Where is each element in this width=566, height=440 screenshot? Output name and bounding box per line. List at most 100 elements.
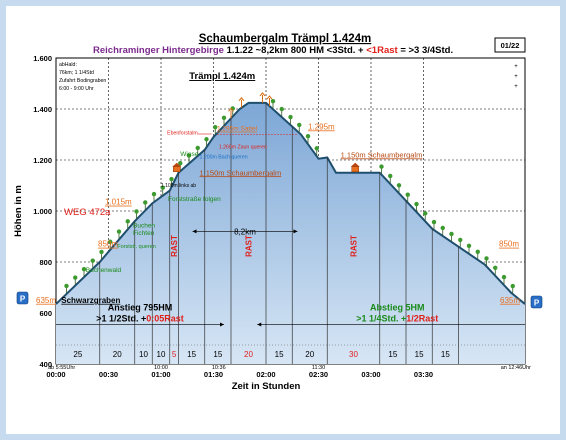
elevation-profile-chart: 400 600 800 1.000 1.200 1.400 1.600 00:00 00:30 0… [13, 33, 543, 392]
vegetation-label-fichten: Fichten [133, 230, 155, 237]
tree-crown [81, 266, 87, 272]
tree-crown [510, 283, 515, 289]
tree-crown [143, 200, 148, 205]
flag-top [228, 107, 234, 112]
x-tick-label: 01:30 [204, 370, 223, 379]
plus-marker: + [514, 84, 518, 90]
tree-crown [90, 258, 95, 263]
note-zaun-queren: 1.260m Zaun queren [219, 145, 267, 151]
y-tick-label: 1.600 [33, 54, 52, 63]
segment-duration-label: 10 [139, 350, 148, 359]
segment-duration-label: 15 [187, 350, 196, 359]
hut-icon [351, 166, 359, 172]
note-forststrasse-folgen: Forststraße folgen [168, 196, 221, 203]
anstieg-arrow [220, 322, 224, 327]
segment-duration-label: 15 [441, 350, 450, 359]
tree-crown [221, 115, 227, 121]
parking-icon [530, 295, 543, 309]
hut-icon-roof [172, 162, 182, 167]
segment-duration-label: 15 [213, 350, 222, 359]
hut-icon-roof [350, 162, 360, 167]
note-bach-queren: 1.200m Bach queren [200, 155, 248, 161]
tree-crown [195, 145, 200, 151]
flag-top [238, 96, 245, 102]
time-label: 11:30 [312, 365, 325, 371]
flag-top [266, 95, 273, 100]
y-tick-label: 1.000 [33, 207, 52, 216]
height-label-850-left: 850m [98, 240, 118, 249]
segment-duration-label: 10 [157, 350, 166, 359]
y-tick-label: 800 [39, 258, 52, 267]
info-line: abHald: [59, 62, 77, 68]
tree-crown [423, 211, 428, 216]
page-badge: 01/22 [501, 41, 520, 50]
tree-crown [169, 176, 174, 182]
vegetation-label-buchen: Buchen [133, 223, 155, 230]
y-axis-title: Höhen in m [13, 185, 24, 237]
tree-crown [270, 99, 276, 104]
tree-crown [449, 231, 454, 237]
x-tick-label: 02:00 [256, 370, 275, 379]
chart-subtitle: Reichraminger Hintergebirge 1.1.22 ~8,2k… [93, 45, 453, 56]
x-axis-title: Zeit in Stunden [232, 381, 301, 392]
tree-crown [405, 192, 410, 197]
time-label: an 12:46Uhr [501, 365, 531, 371]
route-number: WEG 472a [64, 207, 111, 218]
tree-crown [204, 137, 209, 142]
segment-duration-label: 15 [388, 350, 397, 359]
place-label-schaumbergalm-right: 1.150m Schaumbergalm [341, 150, 423, 159]
note-forststr-queren: Forststr. queren [117, 244, 156, 250]
abstieg-title: Abstieg 5HM [370, 302, 425, 312]
tree-crown [466, 243, 472, 249]
tree-crown [458, 237, 463, 243]
info-line: 76km; 1 1/4Std [59, 70, 94, 76]
tree-crown [475, 249, 480, 254]
time-label: ab 5:55Uhr [48, 365, 75, 371]
segment-duration-label: 20 [305, 350, 314, 359]
place-label-ebenforstalm: Ebenforstalm [167, 131, 198, 137]
height-label-850-right: 850m [499, 240, 519, 249]
place-label-schwarzgraben: Schwarzgraben [61, 296, 120, 305]
tree-crown [484, 256, 489, 261]
height-label-1015: 1.015m [105, 198, 132, 207]
height-label-635-right: 635m [500, 296, 520, 305]
x-tick-label: 00:00 [46, 370, 65, 379]
tree-crown [501, 274, 507, 280]
distance-arrow-left [192, 229, 197, 234]
tree-crown [279, 106, 284, 112]
x-tick-label: 02:30 [309, 370, 328, 379]
y-tick-label: 1.200 [33, 156, 52, 165]
vegetation-label-buchenwald: Buchenwald [86, 267, 122, 274]
distance-arrow-right [293, 229, 298, 234]
tree-crown [99, 249, 104, 255]
place-label-sattel: 1.295m Sattel [217, 126, 258, 133]
tree-crown [414, 201, 419, 207]
tree-crown [288, 114, 293, 120]
tree-crown [297, 122, 302, 128]
plus-marker: + [514, 74, 518, 80]
tree-crown [431, 219, 437, 225]
tree-crown [160, 185, 165, 190]
x-tick-label: 03:30 [414, 370, 433, 379]
time-label: 10:00 [154, 365, 168, 371]
tree-crown [134, 209, 139, 214]
x-tick-label: 03:00 [361, 370, 380, 379]
tree-crown [440, 225, 445, 231]
segment-duration-label: 5 [172, 350, 177, 359]
y-tick-label: 1.400 [33, 105, 52, 114]
segment-duration-label: 15 [275, 350, 284, 359]
x-tick-label: 01:00 [151, 370, 170, 379]
height-label-635-left: 635m [36, 296, 56, 305]
flag-top [259, 92, 266, 97]
tree-crown [379, 164, 384, 169]
anstieg-subtitle: >1 1/2Std. +0:05Rast [96, 313, 184, 323]
tree-crown [116, 229, 122, 234]
abstieg-arrow [257, 322, 262, 327]
rast-label: RAST [170, 235, 179, 257]
info-line: Zufahrt Bodingraben [59, 78, 106, 84]
parking-letter: P [20, 295, 26, 304]
parking-icon [16, 291, 29, 305]
tree-crown [493, 265, 498, 270]
chart-title: Schaumbergalm Trämpl 1.424m [199, 33, 372, 45]
note-wiese: Wiese [180, 151, 198, 158]
